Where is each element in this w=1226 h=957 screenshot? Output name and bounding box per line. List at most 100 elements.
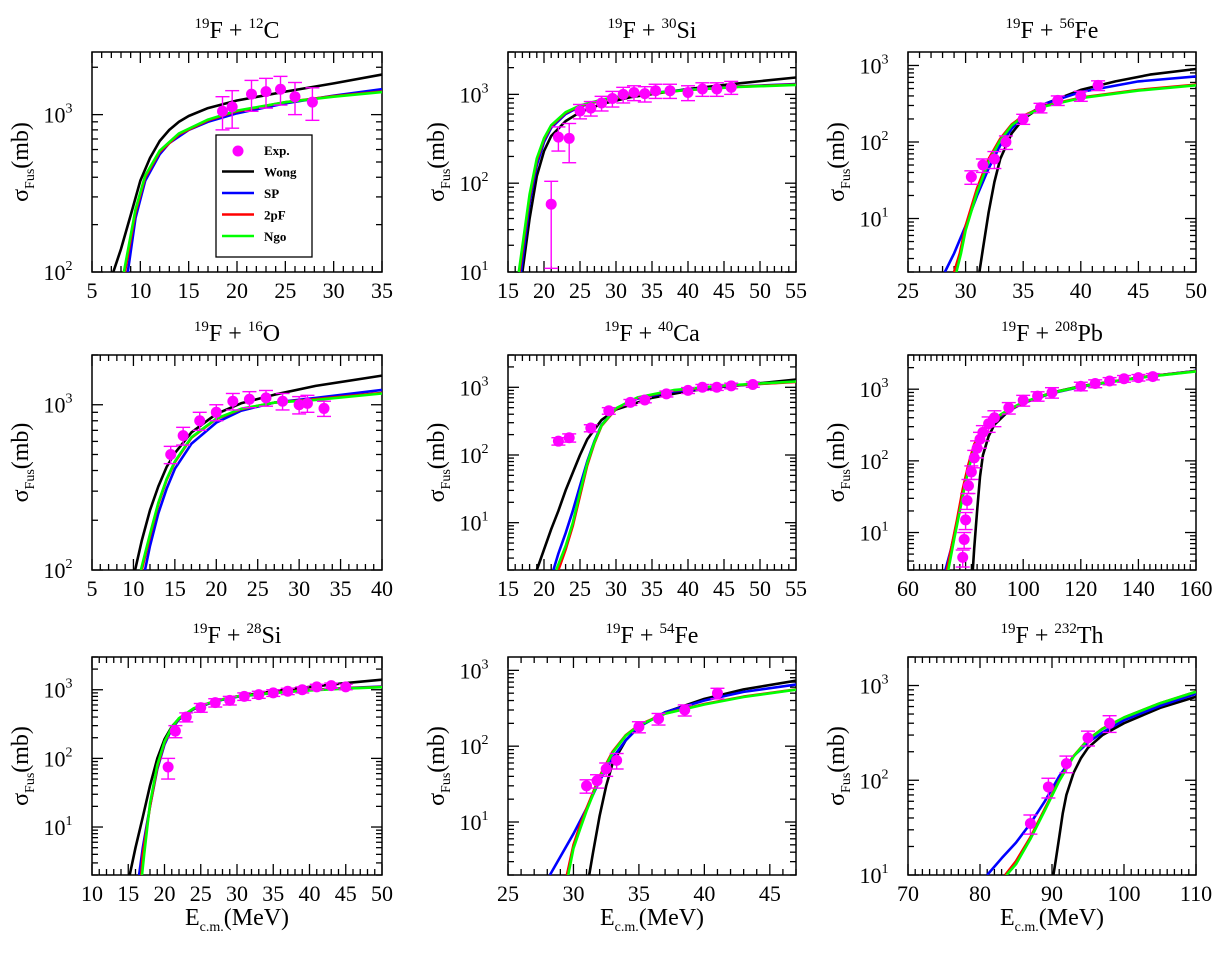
x-tick-label: 25: [569, 278, 591, 303]
exp-point: [1147, 371, 1159, 383]
y-tick-label: 102: [44, 745, 73, 771]
series-line-ngo: [554, 380, 796, 570]
x-tick-label: 45: [713, 278, 735, 303]
exp-point: [682, 384, 694, 396]
series-line-twopf: [952, 83, 1196, 272]
legend-item-wong: Wong: [222, 165, 297, 180]
y-axis-label: σFus(mb): [8, 122, 38, 202]
series-line-wong: [535, 378, 796, 570]
x-tick-label: 10: [81, 881, 103, 906]
x-tick-label: 35: [628, 881, 650, 906]
x-tick-label: 55: [785, 576, 807, 601]
y-tick-label: 101: [860, 862, 889, 888]
y-axis-label: σFus(mb): [424, 122, 454, 202]
curves: [133, 374, 382, 570]
exp-point: [660, 388, 672, 400]
exp-point: [260, 86, 272, 98]
series-line-wong: [1052, 695, 1196, 875]
x-tick-label: 40: [371, 576, 393, 601]
y-tick-label: 103: [860, 673, 889, 699]
exp-point: [679, 704, 691, 716]
x-axis-label: Ec.m.(MeV): [185, 905, 289, 935]
exp-point: [747, 378, 759, 390]
y-tick-label: 102: [44, 557, 73, 583]
y-tick-label: 103: [460, 657, 489, 683]
x-tick-label: 20: [533, 278, 555, 303]
y-tick-label: 101: [860, 206, 889, 232]
exp-point: [194, 415, 206, 427]
exp-point: [227, 395, 239, 407]
x-tick-label: 30: [288, 576, 310, 601]
exp-point: [282, 685, 294, 697]
exp-point: [1092, 79, 1104, 91]
exp-point: [574, 105, 586, 117]
legend-item-ngo: Ngo: [222, 229, 286, 244]
x-tick-label: 15: [164, 576, 186, 601]
x-ticks: [907, 52, 1197, 272]
exp-points: [161, 680, 353, 780]
exp-points: [215, 75, 320, 131]
exp-point: [1052, 94, 1064, 106]
exp-point: [1032, 390, 1044, 402]
x-tick-label: 20: [226, 278, 248, 303]
panel-title: 19F + 30Si: [608, 16, 697, 44]
series-line-sp: [143, 388, 382, 570]
series-line-twopf: [945, 369, 1196, 570]
y-tick-label: 102: [460, 170, 489, 196]
y-axis-label: σFus(mb): [824, 122, 854, 202]
legend-label: Exp.: [264, 143, 290, 158]
x-tick-label: 5: [87, 278, 98, 303]
y-tick-label: 103: [460, 374, 489, 400]
curves: [986, 690, 1196, 875]
y-ticks: [92, 656, 382, 876]
x-tick-label: 10: [122, 576, 144, 601]
x-tick-label: 80: [955, 576, 977, 601]
y-tick-label: 102: [460, 733, 489, 759]
panel-title: 19F + 54Fe: [606, 621, 699, 649]
y-tick-label: 102: [860, 767, 889, 793]
y-tick-label: 101: [860, 520, 889, 546]
x-ticks: [507, 355, 797, 570]
x-tick-label: 30: [226, 881, 248, 906]
exp-point: [977, 159, 989, 171]
y-ticks: [908, 354, 1196, 571]
x-tick-label: 20: [205, 576, 227, 601]
y-tick-label: 103: [44, 392, 73, 418]
exp-points: [544, 80, 739, 270]
exp-point: [301, 397, 313, 409]
x-tick-label: 50: [749, 278, 771, 303]
exp-point: [318, 402, 330, 414]
exp-point: [563, 432, 575, 444]
x-tick-label: 35: [262, 881, 284, 906]
series-line-ngo: [517, 83, 796, 272]
x-tick-label: 30: [955, 278, 977, 303]
exp-point: [210, 406, 222, 418]
exp-point: [253, 689, 265, 701]
y-tick-label: 103: [860, 376, 889, 402]
x-ticks: [507, 52, 797, 272]
x-tick-label: 40: [677, 278, 699, 303]
exp-point: [725, 81, 737, 93]
x-tick-label: 30: [323, 278, 345, 303]
x-tick-label: 160: [1180, 576, 1213, 601]
series-line-twopf: [1004, 690, 1196, 875]
y-tick-label: 101: [460, 809, 489, 835]
x-tick-label: 10: [129, 278, 151, 303]
exp-point: [1075, 380, 1087, 392]
x-tick-label: 25: [274, 278, 296, 303]
exp-point: [195, 702, 207, 714]
exp-points: [163, 389, 331, 465]
series-line-ngo: [140, 685, 382, 875]
exp-point: [1089, 378, 1101, 390]
exp-point: [961, 494, 973, 506]
series-line-twopf: [518, 83, 796, 272]
x-tick-label: 35: [371, 278, 393, 303]
y-tick-label: 101: [460, 510, 489, 536]
exp-point: [296, 684, 308, 696]
exp-point: [585, 102, 597, 114]
y-tick-label: 102: [860, 448, 889, 474]
exp-point: [633, 721, 645, 733]
